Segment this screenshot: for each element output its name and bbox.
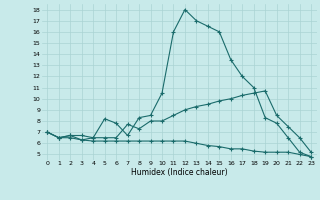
X-axis label: Humidex (Indice chaleur): Humidex (Indice chaleur) [131, 168, 228, 177]
